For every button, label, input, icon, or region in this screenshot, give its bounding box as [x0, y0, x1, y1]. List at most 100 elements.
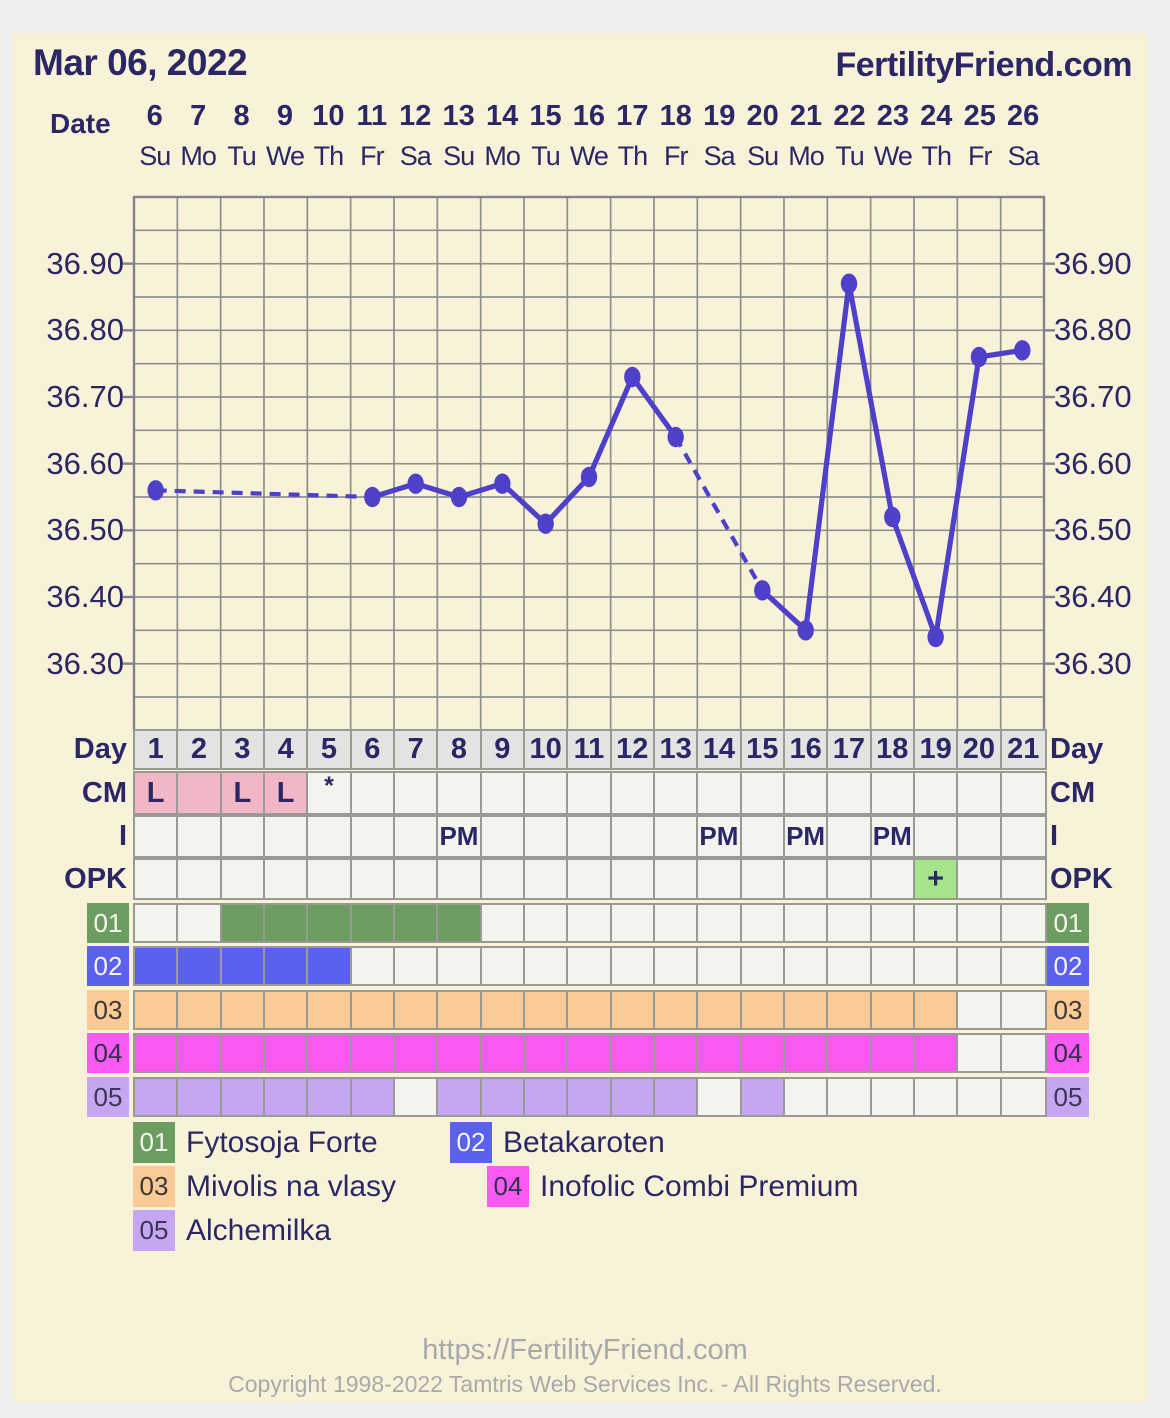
- day-cell[interactable]: 17: [828, 731, 872, 768]
- med-cell: [264, 1079, 309, 1115]
- temp-point-day-11: [580, 466, 597, 488]
- temp-point-day-17: [840, 273, 857, 294]
- opk-row-cell: [222, 860, 265, 898]
- med-cell: [438, 1079, 482, 1115]
- med-row-03: [133, 990, 1047, 1030]
- intercourse-row-cell: [915, 817, 959, 856]
- day-cell[interactable]: 20: [958, 731, 1002, 768]
- med-cell: [394, 992, 439, 1028]
- weekday-label: Fr: [360, 141, 384, 171]
- opk-row-cell: [178, 860, 222, 898]
- y-tick-label-right: 36.80: [1054, 312, 1132, 348]
- med-cell: [395, 1079, 439, 1115]
- med-cell: [958, 992, 1002, 1028]
- intercourse-row-cell: PM: [698, 817, 742, 856]
- cm-row-cell: [612, 773, 655, 813]
- day-cell[interactable]: 6: [351, 731, 395, 768]
- temp-point-day-15: [753, 580, 771, 601]
- weekday-label: Tu: [227, 141, 257, 171]
- opk-row-cell: +: [914, 860, 959, 898]
- weekday-label: Su: [139, 141, 171, 171]
- intercourse-row-cell: [395, 817, 439, 856]
- day-cell[interactable]: 12: [611, 731, 655, 768]
- date-number: 11: [356, 100, 388, 132]
- y-tick-label-left: 36.80: [46, 312, 124, 348]
- day-cell[interactable]: 4: [264, 731, 309, 768]
- med-badge-left-04: 04: [87, 1033, 129, 1073]
- temp-segment: [889, 516, 938, 638]
- intercourse-row-cell: [1002, 817, 1045, 856]
- day-cell[interactable]: 18: [871, 731, 915, 768]
- med-cell: [178, 948, 222, 984]
- cm-row-cell: [742, 773, 785, 813]
- date-number: 22: [833, 100, 866, 132]
- med-cell: [828, 1035, 872, 1071]
- legend-badge-05: 05: [133, 1210, 175, 1251]
- day-cell[interactable]: 3: [221, 731, 265, 768]
- temp-point-day-20: [970, 346, 987, 368]
- row-label-left-i: I: [118, 820, 127, 852]
- med-cell: [221, 905, 265, 941]
- med-cell: [481, 992, 525, 1028]
- med-cell: [221, 1035, 265, 1071]
- intercourse-row-cell: [308, 817, 352, 856]
- day-cell[interactable]: 5: [308, 731, 352, 768]
- med-cell: [958, 948, 1002, 984]
- day-cell[interactable]: 13: [654, 731, 699, 768]
- med-cell: [828, 905, 872, 941]
- med-cell: [872, 948, 915, 984]
- day-cell[interactable]: 15: [741, 731, 785, 768]
- date-number: 6: [146, 100, 163, 132]
- med-cell: [394, 1035, 439, 1071]
- med-cell: [871, 1035, 915, 1071]
- date-number: 17: [616, 100, 649, 132]
- day-cell[interactable]: 14: [698, 731, 742, 768]
- med-cell: [742, 905, 785, 941]
- chart-date-title: Mar 06, 2022: [33, 42, 248, 83]
- med-cell: [654, 1035, 699, 1071]
- med-cell: [351, 905, 395, 941]
- temp-point-day-8: [450, 486, 467, 508]
- date-number: 20: [746, 100, 779, 132]
- med-cell: [308, 905, 352, 941]
- y-tick-label-left: 36.90: [46, 245, 124, 281]
- med-cell: [135, 905, 179, 941]
- med-cell: [178, 905, 222, 941]
- weekday-label: Mo: [484, 141, 521, 171]
- med-cell: [308, 948, 352, 984]
- med-cell: [698, 1079, 742, 1115]
- row-label-right-i: I: [1050, 820, 1059, 852]
- day-cell[interactable]: 19: [914, 731, 959, 768]
- legend-med-name: Fytosoja Forte: [186, 1125, 378, 1159]
- opk-row-cell: [525, 860, 569, 898]
- footer-url-link[interactable]: https://FertilityFriend.com: [422, 1334, 748, 1366]
- day-cell[interactable]: 16: [784, 731, 829, 768]
- day-cell[interactable]: 2: [178, 731, 222, 768]
- weekday-label: Sa: [703, 141, 736, 171]
- cm-row-cell: L: [264, 773, 309, 813]
- brand-logo-link[interactable]: FertilityFriend.com: [835, 46, 1132, 84]
- day-cell[interactable]: 9: [481, 731, 525, 768]
- day-cell[interactable]: 7: [394, 731, 439, 768]
- med-cell: [612, 948, 655, 984]
- opk-row-cell: [872, 860, 915, 898]
- legend-item-04: 04 Inofolic Combi Premium: [487, 1166, 858, 1207]
- weekday-label: We: [873, 141, 913, 171]
- day-cell[interactable]: 8: [438, 731, 482, 768]
- cm-row-cell: [395, 773, 439, 813]
- day-cell[interactable]: 11: [568, 731, 612, 768]
- med-cell: [654, 1079, 699, 1115]
- opk-row-cell: [655, 860, 699, 898]
- day-cell[interactable]: 10: [524, 731, 569, 768]
- weekday-label: Su: [443, 141, 475, 171]
- temp-segment: [932, 356, 982, 638]
- intercourse-row-cell: [655, 817, 699, 856]
- y-tick-label-left: 36.50: [46, 512, 124, 548]
- date-number: 18: [659, 100, 692, 132]
- weekday-label: Mo: [180, 141, 217, 171]
- day-cell[interactable]: 1: [135, 731, 179, 768]
- temp-segment: [629, 375, 678, 439]
- med-cell: [352, 948, 395, 984]
- opk-row-cell: [308, 860, 352, 898]
- day-cell[interactable]: 21: [1001, 731, 1045, 768]
